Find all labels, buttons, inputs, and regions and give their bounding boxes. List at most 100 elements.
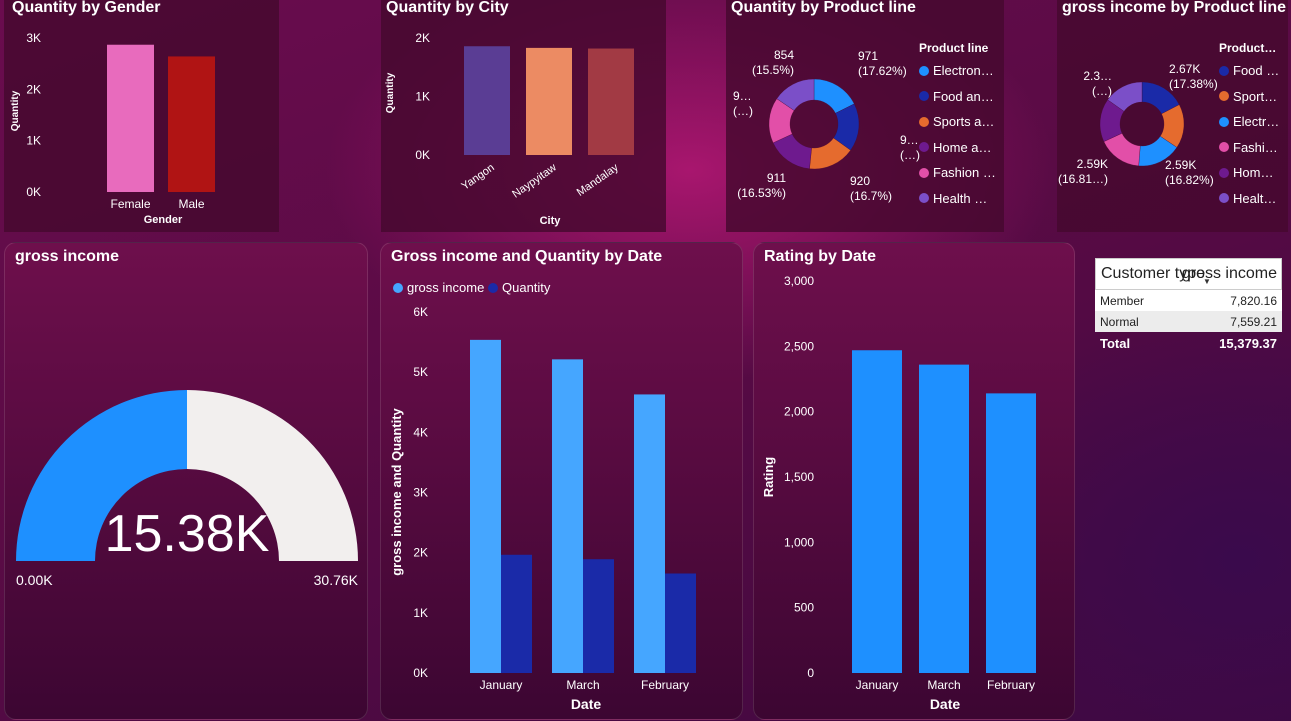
row-value: 7,820.16 xyxy=(1230,294,1277,308)
slice-value-label: 971 xyxy=(858,49,878,63)
bar xyxy=(583,559,614,673)
gender-chart: 0K 1K 2K 3K Female Male Gender Quantity xyxy=(10,31,215,226)
y-tick-label: 0K xyxy=(413,666,428,680)
gi-qty-date-panel[interactable]: Gross income and Quantity by Date gross … xyxy=(380,242,743,720)
legend-label: Home a… xyxy=(933,139,992,155)
rating-date-chart: 0 500 1,000 1,500 2,000 2,500 3,000 January Marc… xyxy=(761,274,1036,712)
legend-label: Electr… xyxy=(1233,114,1280,129)
gauge-panel[interactable]: gross income 15.38K 0.00K 30.76K xyxy=(4,242,368,720)
legend-item[interactable]: Home a… xyxy=(919,140,992,155)
legend-item[interactable]: Food … xyxy=(1219,63,1279,78)
donut-slice xyxy=(1107,81,1143,112)
legend-label: Fashion … xyxy=(933,165,996,180)
legend-label: Fashi… xyxy=(1233,139,1278,155)
x-tick-label: February xyxy=(641,678,689,692)
bar xyxy=(501,554,532,673)
x-tick-label: March xyxy=(566,678,599,692)
bar xyxy=(634,394,665,673)
bar xyxy=(588,48,634,155)
legend-dot-icon xyxy=(919,91,929,101)
y-axis-label: Rating xyxy=(761,457,776,498)
slice-value-label: 2.59K xyxy=(1165,158,1196,172)
legend-item[interactable]: Fashi… xyxy=(1219,140,1278,155)
gauge-title: gross income xyxy=(15,248,120,265)
bar xyxy=(107,44,154,192)
qty-product-panel[interactable]: Quantity by Product line 971 (17.62%) 9… (…… xyxy=(726,0,1004,232)
legend-item[interactable]: Fashion … xyxy=(919,165,996,180)
legend-dot-icon xyxy=(1219,193,1229,203)
legend-item[interactable]: Food an… xyxy=(919,89,994,104)
city-chart: 0K 1K 2K Yangon Naypyitaw Mandalay City Quantit… xyxy=(385,31,634,227)
legend-item[interactable]: Electr… xyxy=(1219,114,1279,129)
bar xyxy=(986,393,1036,673)
y-tick-label: 3K xyxy=(26,31,41,45)
city-chart-panel[interactable]: Quantity by City 0K 1K 2K Yangon Naypyitaw Ma… xyxy=(381,0,666,232)
legend-item[interactable]: gross income xyxy=(393,280,484,295)
legend-dot-icon xyxy=(1219,142,1229,152)
gi-qty-date-chart: 0K 1K 2K 3K 4K 5K 6K January March February Date gr… xyxy=(389,305,696,712)
legend-item[interactable]: Sport… xyxy=(1219,89,1277,104)
legend-dot-icon xyxy=(919,116,929,127)
total-value: 15,379.37 xyxy=(1219,336,1277,351)
gender-chart-panel[interactable]: Quantity by Gender 0K 1K 2K 3K Female Male Gen… xyxy=(4,0,279,232)
donut-slice xyxy=(776,78,815,111)
col-gross-income[interactable]: gross income xyxy=(1181,265,1277,282)
y-tick-label: 2,000 xyxy=(784,405,814,419)
legend-dot-icon xyxy=(919,193,929,203)
bar xyxy=(919,364,969,673)
y-tick-label: 2K xyxy=(413,546,428,560)
gi-product-panel[interactable]: gross income by Product line 2.67K (17.38… xyxy=(1057,0,1288,232)
gauge-remaining-arc xyxy=(187,390,358,561)
legend-item[interactable]: Quantity xyxy=(488,280,550,295)
bar xyxy=(464,46,510,155)
gauge-value-arc xyxy=(16,390,187,561)
y-tick-label: 6K xyxy=(413,305,428,319)
col-customer-type[interactable]: Customer type xyxy=(1101,265,1206,282)
y-tick-label: 0K xyxy=(26,185,41,199)
slice-value-label: 2.3… xyxy=(1083,69,1112,83)
x-tick-label: Female xyxy=(110,197,150,211)
customer-type-table[interactable]: Customer type gross income ▼ Member 7,82… xyxy=(1095,258,1282,354)
bar xyxy=(470,339,501,673)
legend-dot-icon xyxy=(919,142,929,152)
y-tick-label: 2K xyxy=(26,82,41,96)
y-tick-label: 0K xyxy=(415,148,430,162)
legend-item[interactable]: Hom… xyxy=(1219,165,1273,180)
qty-product-donut: 971(17.62%)9…(…)920(16.7%)911(16.53%)9…(… xyxy=(733,48,920,203)
gauge-min: 0.00K xyxy=(16,572,53,588)
legend-label: Food … xyxy=(1233,63,1280,78)
gi-qty-date-title: Gross income and Quantity by Date xyxy=(391,248,663,265)
slice-percent-label: (15.5%) xyxy=(752,63,794,77)
legend-item[interactable]: Sports a… xyxy=(919,114,994,129)
legend-item[interactable]: Health … xyxy=(919,191,987,206)
slice-value-label: 854 xyxy=(774,48,794,62)
legend-item[interactable]: Healt… xyxy=(1219,191,1276,206)
legend-dot-icon xyxy=(1219,65,1229,76)
legend-label: Healt… xyxy=(1233,190,1277,206)
slice-value-label: 911 xyxy=(767,171,786,185)
rating-date-panel[interactable]: Rating by Date 0 500 1,000 1,500 2,000 2,500 3… xyxy=(753,242,1075,720)
legend-label: Quantity xyxy=(502,280,551,295)
y-tick-label: 500 xyxy=(794,601,814,615)
slice-percent-label: (17.62%) xyxy=(858,64,907,78)
gauge-value: 15.38K xyxy=(105,505,270,563)
legend-dot-icon xyxy=(1219,167,1229,178)
legend-label: Sports a… xyxy=(933,114,995,129)
y-tick-label: 3K xyxy=(413,486,428,500)
x-tick-label: February xyxy=(987,678,1035,692)
sort-desc-icon[interactable]: ▼ xyxy=(1203,277,1211,286)
city-chart-title: Quantity by City xyxy=(386,0,509,16)
total-label: Total xyxy=(1100,336,1131,351)
y-axis-label: gross income and Quantity xyxy=(389,407,404,575)
legend-dot-icon xyxy=(1219,116,1229,127)
slice-value-label: 2.59K xyxy=(1077,157,1108,171)
y-tick-label: 5K xyxy=(413,365,428,379)
legend-label: gross income xyxy=(407,280,485,295)
slice-percent-label: (…) xyxy=(733,104,753,118)
row-value: 7,559.21 xyxy=(1230,315,1277,329)
bar xyxy=(665,573,696,673)
x-tick-label: Yangon xyxy=(459,162,496,193)
slice-percent-label: (…) xyxy=(1092,84,1112,98)
x-axis-label: City xyxy=(540,215,562,227)
legend-item[interactable]: Electron… xyxy=(919,63,994,78)
